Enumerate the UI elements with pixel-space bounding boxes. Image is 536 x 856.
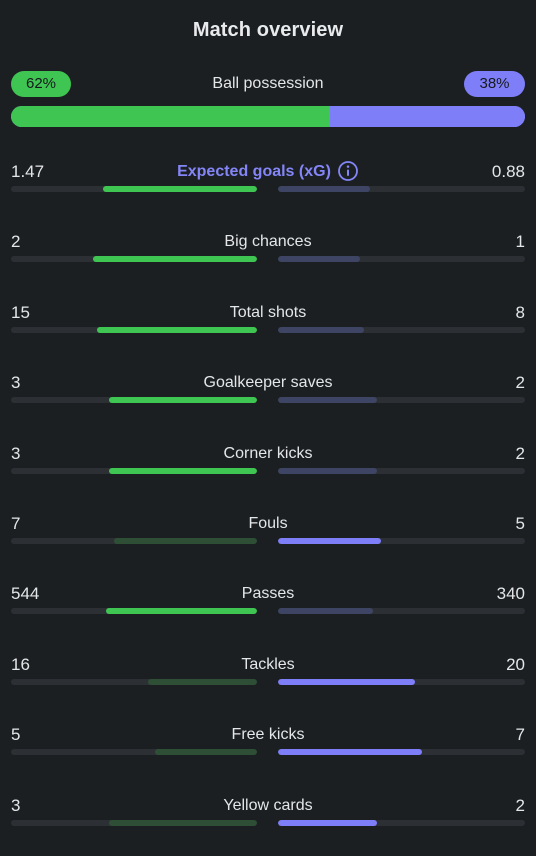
away-stat-value: 2 bbox=[515, 444, 525, 463]
home-stat-value: 5 bbox=[11, 725, 21, 744]
stat-row: 3 Corner kicks 2 bbox=[0, 443, 536, 491]
away-stat-value: 1 bbox=[515, 232, 525, 251]
home-possession-fill bbox=[11, 106, 330, 127]
stat-label-text: Corner kicks bbox=[223, 445, 313, 462]
away-stat-value: 20 bbox=[506, 655, 525, 674]
stat-label[interactable]: Expected goals (xG) bbox=[0, 161, 536, 183]
home-stat-bar-fill bbox=[93, 256, 257, 262]
away-stat-bar bbox=[278, 327, 525, 333]
stat-label-text: Yellow cards bbox=[223, 797, 313, 814]
stat-label: Corner kicks bbox=[0, 443, 536, 465]
ball-possession-bar bbox=[11, 106, 525, 127]
home-stat-bar bbox=[11, 538, 257, 544]
stat-label-text: Total shots bbox=[229, 304, 307, 321]
stat-label: Goalkeeper saves bbox=[0, 372, 536, 394]
away-stat-bar-fill bbox=[278, 679, 416, 685]
home-stat-value: 7 bbox=[11, 514, 21, 533]
away-stat-value: 2 bbox=[515, 796, 525, 815]
stat-label: Yellow cards bbox=[0, 795, 536, 817]
home-possession-badge: 62% bbox=[11, 71, 71, 97]
home-stat-bar bbox=[11, 468, 257, 474]
stat-row: 7 Fouls 5 bbox=[0, 513, 536, 561]
home-stat-bar-fill bbox=[147, 679, 257, 685]
home-stat-bar bbox=[11, 749, 257, 755]
away-stat-bar bbox=[278, 820, 525, 826]
stat-row: 3 Goalkeeper saves 2 bbox=[0, 372, 536, 420]
stat-label-text: Fouls bbox=[248, 515, 288, 532]
stat-label: Free kicks bbox=[0, 724, 536, 746]
stat-row: 3 Yellow cards 2 bbox=[0, 795, 536, 843]
away-stat-bar-fill bbox=[278, 820, 377, 826]
away-stat-bar bbox=[278, 749, 525, 755]
home-stat-bar-fill bbox=[109, 820, 257, 826]
home-stat-bar-fill bbox=[96, 327, 257, 333]
home-stat-bar bbox=[11, 820, 257, 826]
away-stat-bar-fill bbox=[278, 327, 364, 333]
away-stat-bar bbox=[278, 397, 525, 403]
home-stat-bar bbox=[11, 608, 257, 614]
home-stat-bar bbox=[11, 327, 257, 333]
home-stat-bar bbox=[11, 186, 257, 192]
stat-row: 544 Passes 340 bbox=[0, 583, 536, 631]
away-stat-bar-fill bbox=[278, 256, 361, 262]
home-stat-value: 3 bbox=[11, 373, 21, 392]
away-stat-bar bbox=[278, 186, 525, 192]
away-stat-value: 2 bbox=[515, 373, 525, 392]
stat-row: 2 Big chances 1 bbox=[0, 231, 536, 279]
away-possession-badge: 38% bbox=[464, 71, 525, 97]
stat-label-text: Tackles bbox=[241, 656, 295, 673]
away-stat-bar bbox=[278, 538, 525, 544]
away-stat-bar bbox=[278, 679, 525, 685]
away-possession-fill bbox=[329, 106, 525, 127]
away-stat-bar-fill bbox=[278, 397, 377, 403]
away-stat-bar-fill bbox=[278, 538, 381, 544]
info-icon[interactable] bbox=[337, 160, 359, 182]
page-title: Match overview bbox=[192, 19, 344, 41]
home-stat-bar bbox=[11, 397, 257, 403]
home-stat-value: 2 bbox=[11, 232, 21, 251]
away-stat-bar-fill bbox=[278, 749, 423, 755]
home-stat-bar-fill bbox=[105, 608, 257, 614]
away-stat-bar-fill bbox=[278, 608, 373, 614]
stat-row: 5 Free kicks 7 bbox=[0, 724, 536, 772]
home-stat-value: 1.47 bbox=[11, 162, 45, 181]
home-stat-value: 16 bbox=[11, 655, 30, 674]
ball-possession-label: Ball possession bbox=[212, 75, 324, 92]
home-stat-value: 15 bbox=[11, 303, 30, 322]
stat-row: 16 Tackles 20 bbox=[0, 654, 536, 702]
ball-possession-header: 62% Ball possession 38% bbox=[11, 71, 525, 97]
stat-label-text: Big chances bbox=[224, 233, 312, 250]
stat-label: Tackles bbox=[0, 654, 536, 676]
away-stat-value: 8 bbox=[515, 303, 525, 322]
stat-label: Total shots bbox=[0, 302, 536, 324]
away-stat-bar bbox=[278, 256, 525, 262]
away-stat-bar bbox=[278, 468, 525, 474]
stat-label: Big chances bbox=[0, 231, 536, 253]
home-stat-bar-fill bbox=[154, 749, 257, 755]
stat-label-text: Expected goals (xG) bbox=[177, 163, 331, 181]
home-stat-value: 3 bbox=[11, 796, 21, 815]
away-stat-bar bbox=[278, 608, 525, 614]
home-stat-bar bbox=[11, 256, 257, 262]
home-stat-bar-fill bbox=[103, 186, 257, 192]
away-stat-bar-fill bbox=[278, 468, 377, 474]
home-stat-bar-fill bbox=[109, 468, 257, 474]
away-stat-value: 340 bbox=[496, 584, 525, 603]
stat-row: 1.47 Expected goals (xG) 0.88 bbox=[0, 161, 536, 209]
home-stat-bar bbox=[11, 679, 257, 685]
home-stat-bar-fill bbox=[109, 397, 257, 403]
home-stat-bar-fill bbox=[113, 538, 257, 544]
stat-label-text: Free kicks bbox=[231, 726, 305, 743]
away-stat-value: 5 bbox=[515, 514, 525, 533]
stat-label: Fouls bbox=[0, 513, 536, 535]
stat-row: 15 Total shots 8 bbox=[0, 302, 536, 350]
stat-label-text: Passes bbox=[241, 585, 295, 602]
stat-label: Passes bbox=[0, 583, 536, 605]
away-stat-value: 7 bbox=[515, 725, 525, 744]
away-stat-value: 0.88 bbox=[491, 162, 525, 181]
away-stat-bar-fill bbox=[278, 186, 371, 192]
home-stat-value: 544 bbox=[11, 584, 40, 603]
home-stat-value: 3 bbox=[11, 444, 21, 463]
stat-label-text: Goalkeeper saves bbox=[203, 374, 333, 391]
